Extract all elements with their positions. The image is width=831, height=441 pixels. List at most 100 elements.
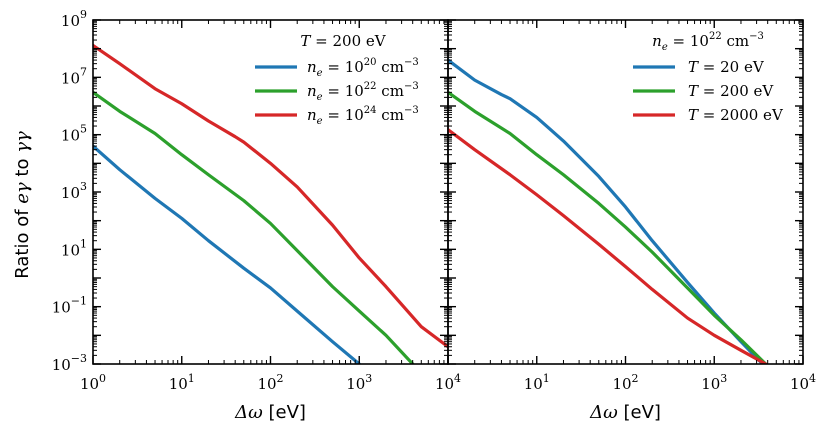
series-line-2: [448, 90, 768, 364]
legend-label-sub: e: [317, 68, 323, 79]
legend-title-unit-sup: −3: [749, 31, 764, 42]
legend-title-t: T: [300, 32, 311, 50]
y-tick-label: 10−3: [52, 352, 87, 374]
y-axis-label-gg: γγ: [12, 131, 33, 153]
x-tick-label: 103: [346, 372, 372, 393]
y-tick-base: 10: [61, 69, 80, 87]
x-tick-exp: 2: [277, 372, 284, 385]
legend-label-1: T = 20 eV: [688, 58, 765, 76]
y-axis-label-e: eγ: [12, 182, 33, 204]
y-tick-label: 10−1: [52, 295, 87, 317]
series-line-3: [448, 128, 768, 364]
legend-label-sup: 20: [364, 57, 377, 68]
y-tick-base: 10: [52, 299, 71, 317]
x-tick-base: 10: [790, 375, 809, 393]
x-axis-label-symbol: Δω: [589, 402, 618, 423]
x-tick-base: 10: [346, 375, 365, 393]
x-tick-exp: 1: [543, 372, 550, 385]
x-tick-base: 10: [524, 375, 543, 393]
legend-label-rest: = 2000 eV: [698, 106, 784, 124]
x-tick-exp: 3: [720, 372, 727, 385]
left-panel: 100 101 102 103 10410−310−1101103105107109Δω…: [52, 8, 461, 423]
legend-label-t: T: [688, 82, 699, 100]
legend-label-unit-sup: −3: [404, 105, 419, 116]
y-tick-exp: 5: [80, 123, 87, 136]
legend-label-sup: 24: [364, 105, 377, 116]
x-axis-label-unit: [eV]: [618, 402, 661, 423]
legend-label-unit: cm: [377, 106, 404, 124]
x-tick-label: 103: [701, 372, 727, 393]
x-tick-base: 10: [257, 375, 276, 393]
y-tick-label: 105: [61, 123, 87, 145]
legend-label-2: T = 200 eV: [688, 82, 774, 100]
legend-title-eq: = 10: [668, 32, 709, 50]
x-tick-base: 10: [701, 375, 720, 393]
series-line-3: [93, 43, 448, 349]
y-tick-base: 10: [61, 184, 80, 202]
legend-title: T = 200 eV: [300, 32, 386, 50]
y-tick-exp: 9: [80, 8, 87, 21]
legend-label-n: n: [307, 106, 317, 124]
series-line-1: [93, 144, 361, 364]
legend: ne = 1022 cm−3T = 20 eVT = 200 eVT = 200…: [633, 31, 784, 124]
legend-label-1: ne = 1020 cm−3: [307, 57, 419, 79]
legend-title: ne = 1022 cm−3: [652, 31, 764, 53]
legend-title-n: n: [652, 32, 662, 50]
legend-label-3: T = 2000 eV: [688, 106, 784, 124]
legend-label-eq: = 10: [323, 58, 364, 76]
x-tick-exp: 2: [632, 372, 639, 385]
x-tick-label: 104: [435, 372, 461, 393]
legend-label-3: ne = 1024 cm−3: [307, 105, 419, 127]
x-tick-label: 100: [80, 372, 106, 393]
legend-label-t: T: [688, 58, 699, 76]
y-tick-exp: 1: [80, 237, 87, 250]
x-tick-exp: 1: [188, 372, 195, 385]
x-tick-label: 101: [169, 372, 195, 393]
x-tick-label: 102: [612, 372, 638, 393]
legend-label-unit: cm: [377, 82, 404, 100]
y-tick-label: 101: [61, 237, 87, 259]
legend-label-n: n: [307, 58, 317, 76]
y-axis-label-to: to: [12, 153, 33, 183]
x-tick-base: 10: [612, 375, 631, 393]
x-tick-exp: 3: [365, 372, 372, 385]
legend-label-sub: e: [317, 116, 323, 127]
y-tick-base: 10: [52, 356, 71, 374]
series-line-2: [93, 90, 415, 364]
legend-label-t: T: [688, 106, 699, 124]
y-axis-label-prefix: Ratio of: [12, 204, 33, 279]
x-tick-label: 104: [790, 372, 816, 393]
legend-label-eq: = 10: [323, 106, 364, 124]
legend-label-n: n: [307, 82, 317, 100]
y-tick-label: 107: [61, 65, 87, 87]
legend-title-sub: e: [662, 42, 668, 53]
legend-title-rest: = 200 eV: [310, 32, 386, 50]
legend-title-sup: 22: [709, 31, 722, 42]
x-tick-base: 10: [169, 375, 188, 393]
legend-label-eq: = 10: [323, 82, 364, 100]
legend-label-unit: cm: [377, 58, 404, 76]
x-tick-base: 10: [435, 375, 454, 393]
legend-label-sup: 22: [364, 81, 377, 92]
x-axis-label: Δω [eV]: [589, 402, 661, 423]
x-tick-exp: 0: [99, 372, 106, 385]
y-tick-label: 109: [61, 8, 87, 30]
x-tick-exp: 4: [809, 372, 816, 385]
y-tick-exp: −3: [71, 352, 87, 365]
x-tick-base: 10: [80, 375, 99, 393]
y-tick-base: 10: [61, 12, 80, 30]
y-tick-base: 10: [61, 241, 80, 259]
legend-label-unit-sup: −3: [404, 81, 419, 92]
x-tick-label: 101: [524, 372, 550, 393]
y-tick-base: 10: [61, 127, 80, 145]
legend-label-rest: = 20 eV: [698, 58, 765, 76]
legend-label-unit-sup: −3: [404, 57, 419, 68]
x-tick-exp: 4: [454, 372, 461, 385]
legend-title-unit: cm: [722, 32, 749, 50]
x-axis-label-symbol: Δω: [234, 402, 263, 423]
x-axis-label: Δω [eV]: [234, 402, 306, 423]
y-tick-exp: 3: [80, 180, 87, 193]
